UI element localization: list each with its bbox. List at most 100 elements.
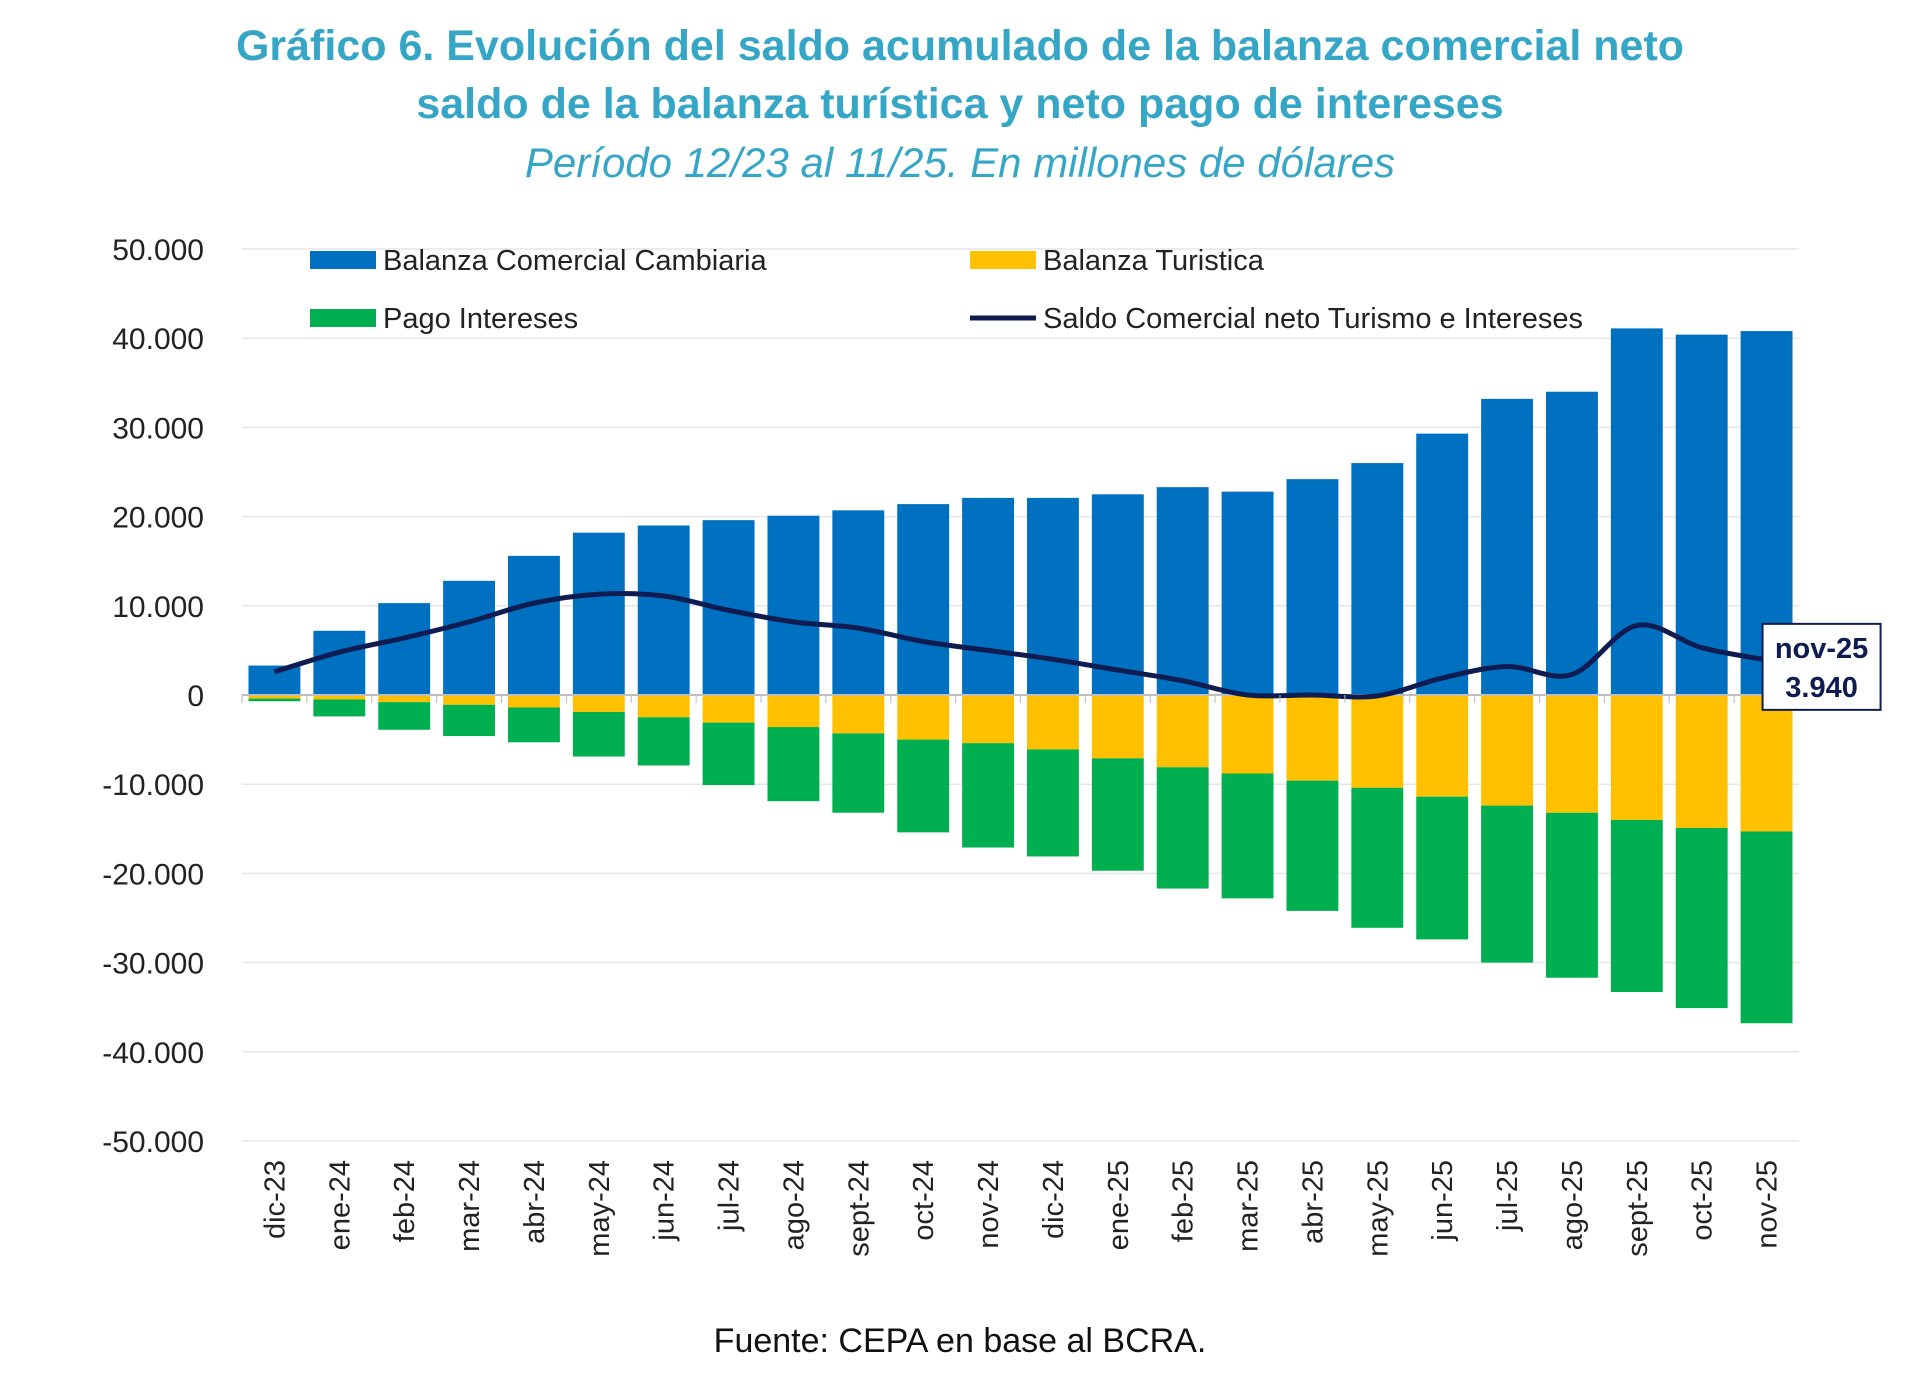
bar-balanza-turistica-jun-24 xyxy=(637,695,690,718)
bar-pago-intereses-abr-24 xyxy=(507,707,560,743)
bar-pago-intereses-ene-24 xyxy=(313,699,366,717)
chart-title-line-1: Gráfico 6. Evolución del saldo acumulado… xyxy=(235,22,1685,70)
bar-pago-intereses-oct-24 xyxy=(897,739,950,833)
bar-balanza-turistica-oct-24 xyxy=(897,695,950,740)
annotation-nov-25: nov-25 3.940 xyxy=(1761,622,1882,711)
bar-balanza-turistica-oct-25 xyxy=(1675,695,1728,828)
bar-balanza-comercial-cambiaria-mar-25 xyxy=(1221,491,1274,695)
bar-balanza-turistica-abr-24 xyxy=(507,695,560,708)
source-note: Fuente: CEPA en base al BCRA. xyxy=(713,1322,1207,1360)
y-tick-label: 20.000 xyxy=(112,502,204,535)
bar-pago-intereses-jul-24 xyxy=(702,722,755,786)
x-tick-label: sept-25 xyxy=(1622,1160,1654,1257)
bar-balanza-comercial-cambiaria-ene-25 xyxy=(1091,494,1144,695)
bar-balanza-turistica-jul-24 xyxy=(702,695,755,723)
bar-balanza-turistica-ago-24 xyxy=(767,695,820,728)
bar-balanza-comercial-cambiaria-jun-24 xyxy=(637,525,690,695)
legend-label: Saldo Comercial neto Turismo e Intereses xyxy=(1043,303,1583,335)
chart-subtitle: Período 12/23 al 11/25. En millones de d… xyxy=(524,139,1396,186)
bar-pago-intereses-may-25 xyxy=(1351,787,1404,928)
bar-balanza-comercial-cambiaria-may-24 xyxy=(572,532,625,695)
bar-balanza-turistica-nov-25 xyxy=(1740,695,1793,832)
bar-pago-intereses-jun-25 xyxy=(1416,796,1469,940)
y-tick-label: -20.000 xyxy=(102,858,204,891)
y-tick-label: 30.000 xyxy=(112,412,204,445)
x-tick-label: ene-24 xyxy=(324,1160,356,1250)
x-tick-label: dic-23 xyxy=(259,1160,291,1239)
legend-label: Balanza Turistica xyxy=(1043,245,1265,277)
y-axis-ticks: 50.000 40.000 30.000 20.000 10.000 0 -10.000 -2… xyxy=(102,234,204,1159)
bar-balanza-turistica-ene-24 xyxy=(313,695,366,700)
bar-balanza-comercial-cambiaria-oct-24 xyxy=(897,504,950,695)
bar-balanza-turistica-ene-25 xyxy=(1091,695,1144,759)
legend-swatch xyxy=(310,251,376,269)
bar-pago-intereses-oct-25 xyxy=(1675,827,1728,1009)
x-tick-label: ago-25 xyxy=(1557,1160,1589,1250)
bar-balanza-turistica-dic-24 xyxy=(1026,695,1079,750)
y-tick-label: -50.000 xyxy=(102,1126,204,1159)
bar-balanza-turistica-feb-25 xyxy=(1156,695,1209,768)
y-tick-label: -30.000 xyxy=(102,948,204,981)
bar-balanza-comercial-cambiaria-jul-25 xyxy=(1481,398,1534,695)
bar-balanza-turistica-jul-25 xyxy=(1481,695,1534,806)
bar-balanza-comercial-cambiaria-sept-24 xyxy=(832,510,885,695)
y-tick-label: -10.000 xyxy=(102,769,204,802)
bar-balanza-turistica-ago-25 xyxy=(1545,695,1598,813)
bar-pago-intereses-nov-24 xyxy=(962,743,1015,848)
bar-pago-intereses-jul-25 xyxy=(1481,805,1534,963)
bar-pago-intereses-nov-25 xyxy=(1740,831,1793,1024)
bar-balanza-turistica-mar-24 xyxy=(443,695,496,705)
annotation-box xyxy=(1761,622,1882,711)
x-tick-label: abr-24 xyxy=(519,1160,551,1244)
x-tick-label: ene-25 xyxy=(1103,1160,1135,1250)
legend-swatch xyxy=(310,309,376,327)
x-tick-label: dic-24 xyxy=(1038,1160,1070,1239)
bar-balanza-comercial-cambiaria-dic-24 xyxy=(1026,497,1079,695)
bars xyxy=(248,328,1793,1024)
bar-pago-intereses-feb-24 xyxy=(378,702,431,730)
bar-pago-intereses-may-24 xyxy=(572,711,625,757)
x-tick-label: may-24 xyxy=(584,1160,616,1257)
bar-balanza-comercial-cambiaria-sept-25 xyxy=(1610,328,1663,695)
saldo-line xyxy=(273,591,1768,700)
bar-pago-intereses-abr-25 xyxy=(1286,780,1339,911)
bar-balanza-turistica-jun-25 xyxy=(1416,695,1469,797)
bar-pago-intereses-ago-24 xyxy=(767,727,820,802)
bar-pago-intereses-jun-24 xyxy=(637,717,690,766)
y-tick-label: 40.000 xyxy=(112,323,204,356)
bar-balanza-comercial-cambiaria-may-25 xyxy=(1351,463,1404,695)
x-tick-label: feb-25 xyxy=(1168,1160,1200,1242)
x-tick-label: nov-24 xyxy=(973,1160,1005,1249)
bar-pago-intereses-sept-24 xyxy=(832,733,885,813)
bar-balanza-comercial-cambiaria-feb-24 xyxy=(378,603,431,695)
x-tick-label: feb-24 xyxy=(389,1160,421,1242)
bar-balanza-comercial-cambiaria-ago-24 xyxy=(767,515,820,695)
bar-balanza-turistica-sept-24 xyxy=(832,695,885,734)
y-tick-label: -40.000 xyxy=(102,1037,204,1070)
bar-balanza-turistica-may-24 xyxy=(572,695,625,712)
x-tick-label: jun-25 xyxy=(1427,1160,1459,1242)
x-tick-label: oct-25 xyxy=(1687,1160,1719,1241)
bar-balanza-comercial-cambiaria-abr-24 xyxy=(507,555,560,695)
x-tick-label: sept-24 xyxy=(843,1160,875,1257)
bar-pago-intereses-feb-25 xyxy=(1156,767,1209,889)
bar-pago-intereses-ene-25 xyxy=(1091,758,1144,871)
x-tick-label: abr-25 xyxy=(1297,1160,1329,1244)
bar-balanza-turistica-sept-25 xyxy=(1610,695,1663,820)
y-tick-label: 50.000 xyxy=(112,234,204,267)
chart-title-line-2: saldo de la balanza turística y neto pag… xyxy=(416,80,1504,128)
x-tick-label: nov-25 xyxy=(1752,1160,1784,1249)
x-axis-ticks: dic-23 ene-24 feb-24 mar-24 abr-24 may-24 jun-… xyxy=(241,695,1784,1257)
bar-balanza-comercial-cambiaria-jun-25 xyxy=(1416,433,1469,695)
bar-balanza-turistica-abr-25 xyxy=(1286,695,1339,781)
x-tick-label: jul-24 xyxy=(714,1160,746,1232)
bar-balanza-comercial-cambiaria-ago-25 xyxy=(1545,391,1598,695)
bar-balanza-comercial-cambiaria-abr-25 xyxy=(1286,479,1339,695)
bar-pago-intereses-mar-24 xyxy=(443,704,496,737)
annotation-label-value: 3.940 xyxy=(1785,672,1858,704)
legend-swatch xyxy=(970,251,1036,269)
bar-pago-intereses-sept-25 xyxy=(1610,819,1663,993)
gridlines xyxy=(242,248,1799,1142)
bar-balanza-turistica-nov-24 xyxy=(962,695,1015,744)
